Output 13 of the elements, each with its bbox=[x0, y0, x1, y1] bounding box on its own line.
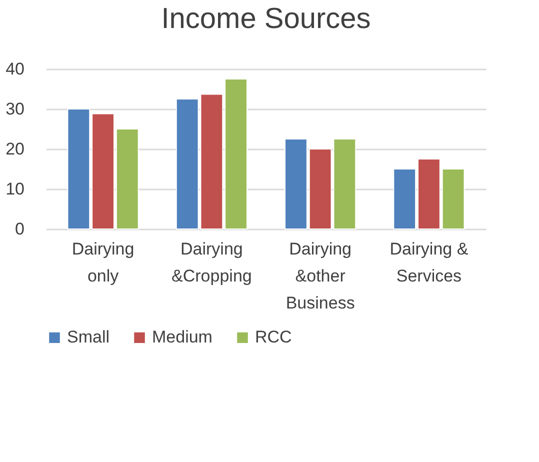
y-tick-label: 30 bbox=[6, 100, 24, 118]
y-tick-label: 10 bbox=[6, 180, 24, 198]
legend-label: RCC bbox=[255, 328, 292, 347]
x-tick-label: Dairying &Cropping bbox=[172, 240, 252, 286]
x-tick-label: Dairying only bbox=[72, 240, 134, 286]
chart-title: Income Sources bbox=[161, 3, 371, 35]
y-tick-label: 0 bbox=[15, 220, 24, 238]
x-tick-label: Dairying & Services bbox=[390, 240, 469, 286]
y-tick-label: 20 bbox=[6, 140, 24, 158]
x-tick-label: Dairying &other Business bbox=[286, 240, 355, 312]
legend-label: Medium bbox=[152, 328, 212, 347]
legend-label: Small bbox=[67, 328, 110, 347]
y-tick-label: 40 bbox=[6, 60, 24, 78]
